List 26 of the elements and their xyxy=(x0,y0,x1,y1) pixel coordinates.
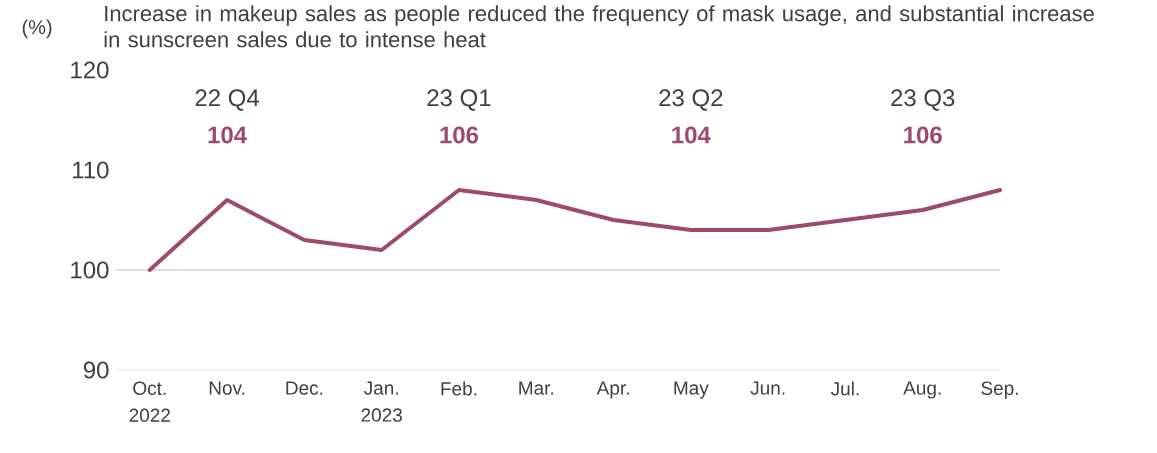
y-tick-label: 100 xyxy=(71,261,109,279)
x-tick-label: Dec. xyxy=(286,381,323,395)
x-tick-label: Jan. 2023 xyxy=(361,381,402,422)
x-tick-label: Aug. xyxy=(903,381,941,399)
x-tick-label: Apr. xyxy=(596,381,629,399)
x-tick-label: Mar. xyxy=(519,381,553,395)
y-axis-title: (%) xyxy=(22,19,52,39)
y-tick-label: 110 xyxy=(73,161,109,179)
annotation: 106 xyxy=(440,126,479,144)
x-tick-label: May xyxy=(674,381,709,399)
annotation: 23 Q1 xyxy=(427,89,491,111)
annotation: 22 Q4 xyxy=(195,89,260,111)
x-tick-label: Feb. xyxy=(441,381,477,396)
x-tick-label: Jul. xyxy=(830,381,859,396)
annotation: 104 xyxy=(672,126,711,144)
annotation: 104 xyxy=(208,126,247,144)
annotation: 23 Q3 xyxy=(891,89,955,111)
annotation: 106 xyxy=(904,126,942,144)
y-tick-label: 120 xyxy=(71,61,109,79)
x-tick-label: Jun. xyxy=(750,381,785,395)
annotation: 23 Q2 xyxy=(659,89,723,111)
x-tick-label: Sep. xyxy=(981,381,1018,399)
x-tick-label: Nov. xyxy=(209,381,245,395)
x-tick-label: Oct. 2022 xyxy=(129,381,170,422)
y-tick-label: 90 xyxy=(83,361,109,379)
chart-title: Increase in makeup sales as people reduced the frequency of mask usage, and substantial increase in sunscreen sales due to intense heat xyxy=(104,5,1094,48)
